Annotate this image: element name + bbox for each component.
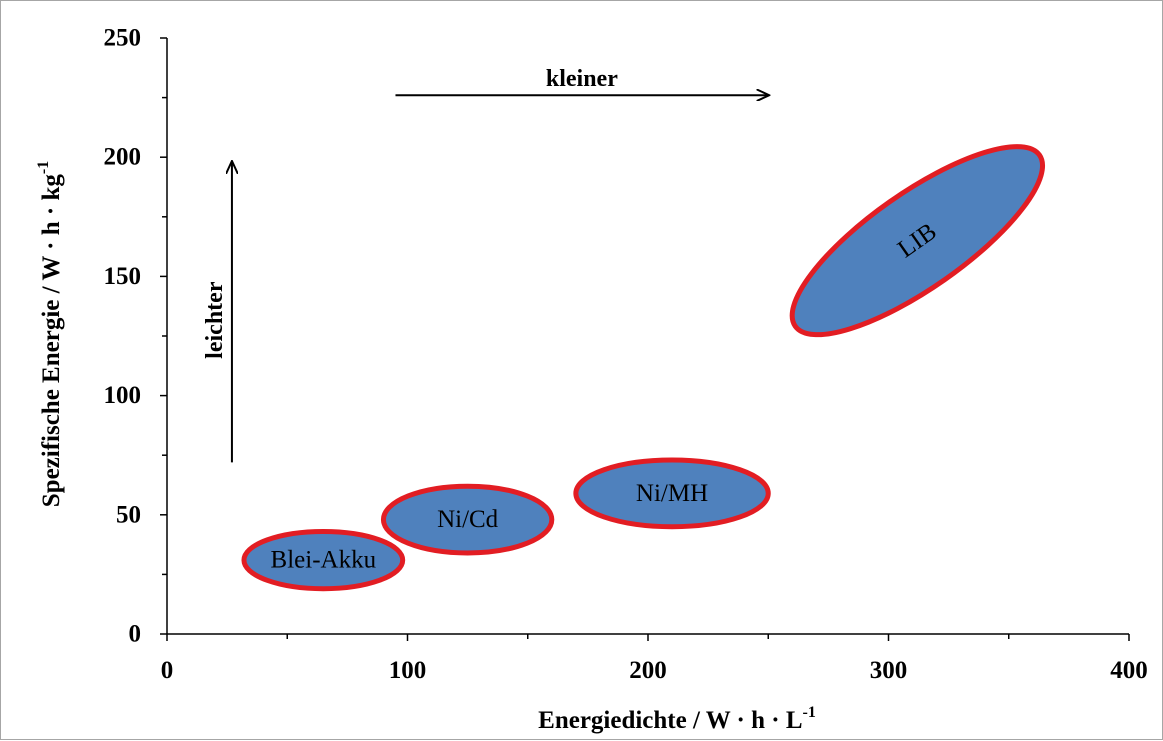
x-tick-label: 0: [161, 657, 174, 684]
annotation-leichter: leichter: [202, 162, 232, 463]
region-ni-cd: Ni/Cd: [380, 483, 555, 556]
x-tick-label: 100: [389, 657, 427, 684]
region-label-ni-mh: Ni/MH: [636, 480, 708, 507]
y-tick-label: 150: [104, 263, 142, 290]
annotation-kleiner: kleiner: [395, 66, 768, 95]
x-tick-label: 200: [629, 657, 667, 684]
region-lib: LIB: [789, 144, 1046, 338]
y-tick-label: 200: [104, 144, 142, 171]
y-tick-label: 0: [129, 621, 142, 648]
annotations-layer: kleiner leichter: [202, 66, 768, 463]
region-ellipse-ni-mh: [573, 457, 771, 530]
x-axis-title-text: Energiedichte / W · h · L: [538, 707, 802, 734]
region-label-blei-akku: Blei-Akku: [271, 547, 377, 574]
axes-layer: 0 100 200 300 400 0 50 100 150 200 250: [104, 25, 1148, 685]
y-axis-title: Spezifische Energie / W · h · kg-1: [35, 161, 65, 507]
y-axis-title-text: Spezifische Energie / W · h · kg: [38, 174, 65, 508]
region-blei-akku: Blei-Akku: [241, 528, 406, 592]
region-ellipse-blei-akku: [241, 528, 406, 592]
x-tick-label: 300: [870, 657, 908, 684]
y-tick-label: 250: [104, 25, 142, 52]
annotation-label-kleiner: kleiner: [546, 66, 618, 92]
x-tick-label: 400: [1110, 657, 1148, 684]
region-ellipse-lib: [789, 144, 1046, 338]
region-ellipse-ni-cd: [380, 483, 555, 556]
regions-layer: Blei-Akku Ni/Cd Ni/MH LIB: [241, 144, 1046, 592]
y-tick-label: 100: [104, 382, 142, 409]
x-axis-title-superscript: -1: [803, 704, 816, 721]
y-axis-title-superscript: -1: [35, 161, 52, 174]
y-tick-label: 50: [116, 501, 141, 528]
region-label-ni-cd: Ni/Cd: [437, 506, 499, 533]
annotation-label-leichter: leichter: [202, 281, 228, 359]
x-axis-title: Energiedichte / W · h · L-1: [538, 704, 816, 734]
region-ni-mh: Ni/MH: [573, 457, 771, 530]
